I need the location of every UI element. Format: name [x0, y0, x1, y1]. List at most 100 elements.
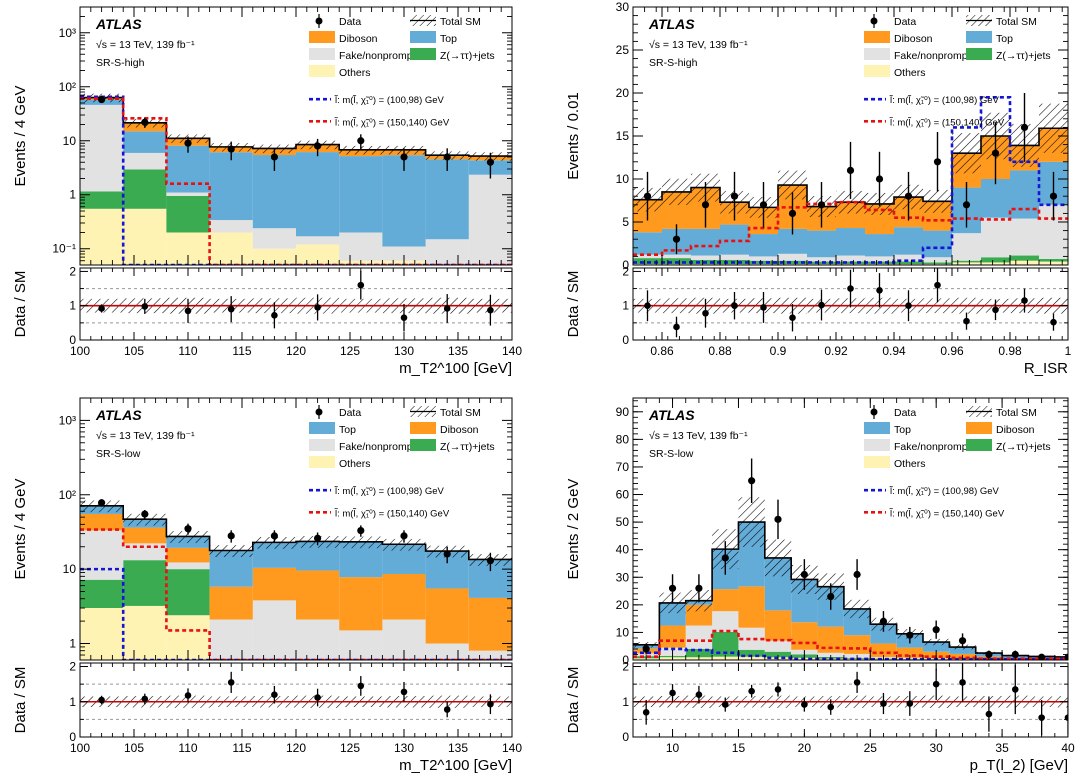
legend-label-fake: Fake/nonprompt: [339, 441, 416, 453]
energy-lumi-label: √s = 13 TeV, 139 fb⁻¹: [96, 430, 195, 442]
stack-bar-top: [865, 234, 894, 257]
legend-item-total_sm: Total SM: [410, 15, 481, 28]
data-point: [933, 158, 942, 166]
legend-swatch-top: [966, 31, 992, 43]
ratio-y-tick-label: 0: [69, 333, 76, 347]
stack-bar-fake: [981, 217, 1010, 258]
legend-label-data: Data: [339, 407, 361, 419]
ratio-y-tick-label: 2: [69, 264, 76, 278]
ratio-data-point: [98, 305, 105, 312]
legend-label-ztautau: Z(→ττ)+jets: [440, 441, 495, 453]
ratio-y-tick-label: 0: [622, 333, 629, 347]
legend-swatch-fake: [309, 439, 335, 451]
legend-label-diboson: Diboson: [339, 33, 378, 45]
ratio-plot-area: [80, 671, 512, 720]
legend-item-diboson: Diboson: [309, 31, 378, 45]
x-tick-label: 35: [995, 741, 1009, 755]
y-tick-label: 25: [616, 43, 630, 57]
legend-label-data: Data: [894, 16, 916, 28]
y-tick-label: 80: [616, 432, 630, 446]
stack-bar-ztautau: [1010, 255, 1039, 261]
stack-bar-diboson: [252, 567, 296, 601]
legend-label-ztautau: Z(→ττ)+jets: [996, 441, 1051, 453]
ratio-data-point: [141, 695, 149, 703]
legend-label-others: Others: [894, 67, 926, 79]
y-tick-label: 5: [622, 215, 629, 229]
x-tick-label: 0.98: [998, 344, 1022, 358]
ratio-data-point: [731, 302, 738, 310]
legend-label-sig1: l̃: m(l̃, χ̃₁⁰) = (100,98) GeV: [889, 94, 1000, 106]
data-point: [759, 201, 768, 209]
legend-item-ztautau: Z(→ττ)+jets: [410, 48, 495, 62]
ratio-data-point: [959, 679, 966, 686]
data-point: [958, 637, 967, 645]
ratio-data-point: [695, 691, 703, 699]
ratio-data-point: [184, 692, 192, 699]
x-tick-label: 115: [232, 344, 251, 358]
legend-label-others: Others: [339, 458, 371, 470]
data-point: [270, 532, 278, 540]
main-plot-area: [80, 499, 512, 660]
legend-item-data: Data: [315, 405, 361, 419]
stack-bar-fake: [633, 653, 660, 657]
y-axis-title: Events / 0.01: [565, 92, 582, 180]
stack-bar-others: [123, 208, 167, 265]
legend-item-sig2: l̃: m(l̃, χ̃₁⁰) = (150,140) GeV: [864, 117, 1005, 128]
stack-bar-top: [807, 230, 836, 258]
legend-label-diboson: Diboson: [996, 424, 1035, 436]
legend-item-fake: Fake/nonprompt: [309, 48, 416, 62]
stack-bar-fake: [166, 562, 210, 570]
legend-item-diboson: Diboson: [864, 31, 933, 45]
data-point: [1049, 192, 1058, 200]
data-point: [184, 139, 192, 147]
stack-bar-top: [749, 234, 778, 257]
stack-bar-fake: [952, 233, 981, 261]
y-tick-label: 60: [616, 488, 630, 502]
x-tick-label: 20: [798, 741, 812, 755]
ratio-data-point: [487, 700, 494, 708]
data-point: [184, 525, 192, 533]
ratio-y-tick-label: 0: [622, 730, 629, 744]
stack-bar-fake: [662, 254, 691, 259]
legend-label-top: Top: [894, 424, 911, 436]
ratio-data-point: [271, 312, 278, 319]
y-tick-label: 1: [69, 188, 76, 202]
y-tick-label: 10⁻¹: [52, 242, 76, 256]
stack-bar-others: [80, 608, 124, 660]
atlas-label: ATLAS: [648, 407, 695, 423]
energy-lumi-label: √s = 13 TeV, 139 fb⁻¹: [649, 430, 748, 442]
data-point: [730, 192, 739, 200]
legend-label-data: Data: [894, 407, 916, 419]
stack-bar-ztautau: [685, 648, 713, 658]
ratio-data-point: [227, 305, 235, 313]
y-tick-label: 10: [616, 172, 630, 186]
legend-item-sig1: l̃: m(l̃, χ̃₁⁰) = (100,98) GeV: [864, 485, 1000, 497]
energy-lumi-label: √s = 13 TeV, 139 fb⁻¹: [649, 39, 748, 51]
legend-label-top: Top: [996, 33, 1013, 45]
ratio-data-point: [642, 709, 650, 716]
x-tick-label: 0.92: [824, 344, 848, 358]
stack-bar-top: [296, 152, 340, 237]
ratio-data-point: [184, 307, 192, 315]
ratio-y-tick-label: 2: [69, 660, 76, 674]
stack-bar-diboson: [296, 570, 340, 620]
stack-bar-top: [949, 647, 976, 654]
x-tick-label: 135: [448, 741, 468, 755]
legend-item-data: Data: [870, 405, 916, 419]
ratio-data-point: [1021, 297, 1028, 304]
stack-bar-fake: [749, 256, 778, 261]
legend-item-others: Others: [864, 456, 926, 470]
main-plot-area: [633, 458, 1068, 660]
x-tick-label: 30: [930, 741, 944, 755]
data-point: [904, 192, 913, 200]
stack-bar-fake: [817, 652, 844, 657]
atlas-label: ATLAS: [95, 407, 142, 423]
stack-bar-fake: [296, 236, 340, 245]
ratio-data-point: [906, 700, 914, 707]
legend-item-sig2: l̃: m(l̃, χ̃₁⁰) = (150,140) GeV: [864, 508, 1005, 519]
stack-bar-ztautau: [166, 195, 210, 233]
ratio-data-point: [827, 703, 835, 711]
ratio-y-axis-title: Data / SM: [565, 271, 582, 338]
signal-line-sig2: [633, 200, 1068, 256]
ratio-data-point: [774, 686, 782, 693]
